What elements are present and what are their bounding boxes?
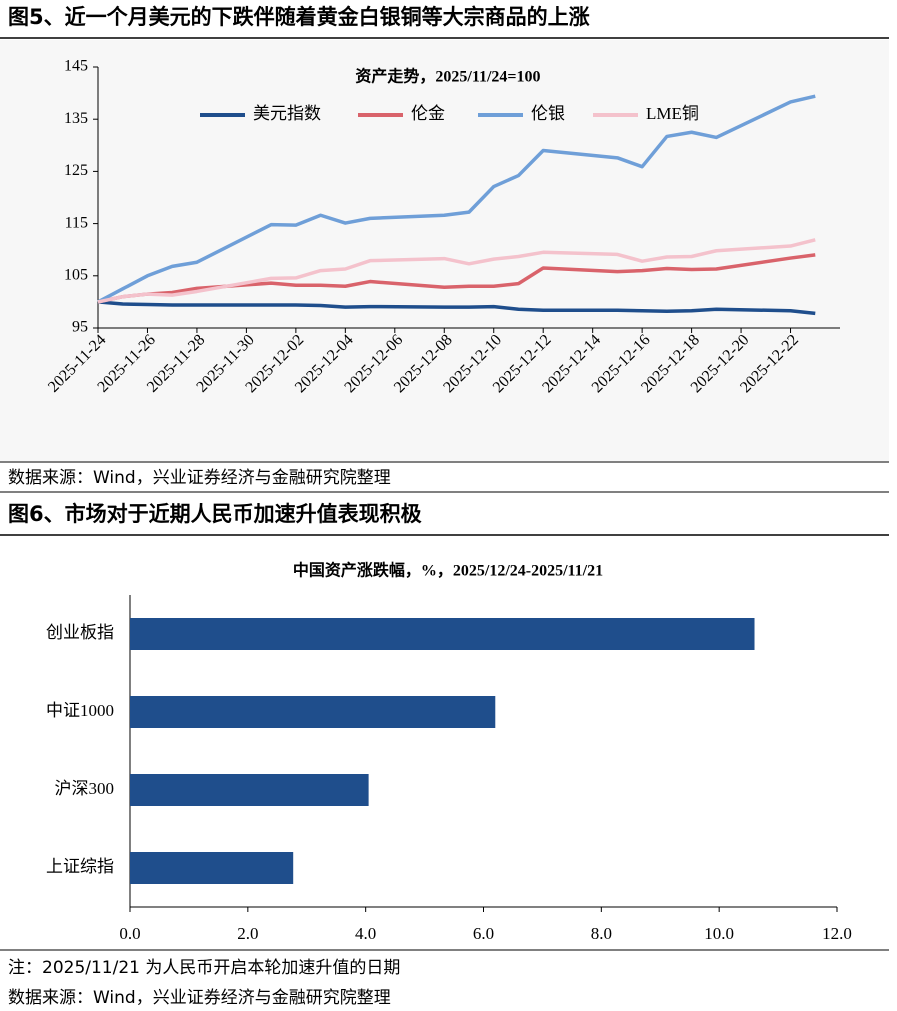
y-tick-label: 沪深300 (55, 779, 115, 798)
x-tick-label: 4.0 (355, 924, 376, 943)
bar (130, 696, 496, 728)
source: 数据来源：Wind，兴业证券经济与金融研究院整理 (8, 988, 391, 1008)
y-tick-label: 115 (65, 214, 88, 231)
series-line (97, 238, 816, 304)
legend-label: 伦银 (531, 104, 565, 123)
bar (130, 852, 294, 884)
x-tick-label: 2.0 (237, 924, 258, 943)
figure-title: 图6、市场对于近期人民币加速升值表现积极 (8, 502, 423, 526)
y-tick-label: 中证1000 (46, 701, 114, 720)
y-tick-label: 135 (64, 110, 88, 127)
y-tick-label: 95 (72, 319, 88, 336)
x-tick-label: 8.0 (591, 924, 612, 943)
y-tick-label: 创业板指 (46, 623, 114, 642)
legend-label: 美元指数 (253, 104, 321, 123)
legend-label: 伦金 (411, 104, 445, 123)
series-line (97, 253, 816, 304)
bar (130, 618, 755, 650)
x-tick-label: 6.0 (473, 924, 494, 943)
y-tick-label: 125 (64, 162, 88, 179)
series-line (97, 300, 816, 316)
x-tick-label: 12.0 (822, 924, 852, 943)
x-tick-label: 0.0 (119, 924, 140, 943)
chart-title: 中国资产涨跌幅，%，2025/12/24-2025/11/21 (293, 561, 603, 580)
note: 注：2025/11/21 为人民币开启本轮加速升值的日期 (8, 958, 400, 978)
series-line (97, 94, 816, 304)
legend-label: LME铜 (646, 104, 699, 123)
bar (130, 774, 369, 806)
chart-title: 资产走势，2025/11/24=100 (355, 67, 540, 86)
figure-title: 图5、近一个月美元的下跌伴随着黄金白银铜等大宗商品的上涨 (8, 5, 590, 29)
y-tick-label: 145 (64, 58, 88, 75)
y-tick-label: 105 (64, 266, 88, 283)
y-tick-label: 上证综指 (46, 857, 114, 876)
x-tick-label: 10.0 (704, 924, 734, 943)
source: 数据来源：Wind，兴业证券经济与金融研究院整理 (8, 468, 391, 488)
